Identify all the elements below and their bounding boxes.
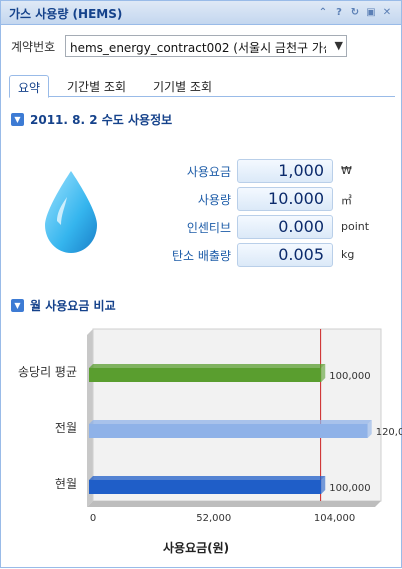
bar-end [321, 364, 326, 382]
close-icon[interactable]: ✕ [382, 7, 392, 18]
bar-end [367, 420, 372, 438]
chevron-down-icon[interactable]: ▼ [11, 113, 24, 126]
contract-label: 계약번호 [11, 40, 56, 54]
comparison-heading[interactable]: ▼ 월 사용요금 비교 [11, 297, 116, 314]
bar [89, 424, 368, 438]
bar [89, 368, 322, 382]
tab-device[interactable]: 기기별 조회 [153, 80, 213, 94]
metric-carbon: 탄소 배출량 0.005 kg [141, 243, 401, 267]
bar-top [89, 364, 326, 368]
bar-value-label: 120,000 [376, 427, 402, 438]
metric-unit: kg [341, 248, 355, 261]
summary-heading-text: 2011. 8. 2 수도 사용정보 [30, 113, 173, 127]
refresh-icon[interactable]: ↻ [350, 7, 360, 18]
bar-value-label: 100,000 [329, 371, 370, 382]
help-icon[interactable]: ? [336, 7, 342, 18]
metric-value: 0.000 [237, 215, 333, 239]
category-label: 현월 [54, 477, 77, 491]
tab-summary[interactable]: 요약 [9, 75, 50, 98]
metric-value: 0.005 [237, 243, 333, 267]
x-tick-label: 52,000 [196, 513, 231, 524]
x-axis-title: 사용요금(원) [163, 541, 230, 555]
title-bar: 가스 사용량 (HEMS) ⌃ ? ↻ ▣ ✕ [1, 1, 401, 25]
metric-value: 1,000 [237, 159, 333, 183]
contract-selected-value: hems_energy_contract002 (서울시 금천구 가산... [70, 41, 326, 55]
bar-top [89, 476, 326, 480]
metric-usage: 사용량 10.000 ㎥ [141, 187, 401, 211]
metric-value: 10.000 [237, 187, 333, 211]
metric-label: 사용량 [197, 193, 231, 207]
water-drop-icon [45, 171, 97, 253]
tab-period[interactable]: 기간별 조회 [67, 80, 127, 94]
metric-unit: point [341, 220, 370, 233]
metric-label: 인센티브 [186, 221, 231, 235]
panel-title: 가스 사용량 (HEMS) [9, 7, 123, 21]
bar-top [89, 420, 372, 424]
title-tools: ⌃ ? ↻ ▣ ✕ [317, 7, 393, 19]
restore-icon[interactable]: ▣ [366, 7, 376, 18]
x-tick-label: 104,000 [314, 513, 355, 524]
contract-select[interactable]: hems_energy_contract002 (서울시 금천구 가산... ▼ [65, 35, 347, 57]
plot-background [92, 328, 382, 502]
plot-floor [87, 501, 381, 507]
metric-charge: 사용요금 1,000 ₩ [141, 159, 401, 183]
chevron-down-icon[interactable]: ▼ [11, 299, 24, 312]
category-label: 송당리 평균 [17, 365, 77, 379]
chevron-down-icon[interactable]: ▼ [334, 39, 343, 52]
x-tick-label: 0 [90, 513, 96, 524]
bar-value-label: 100,000 [329, 483, 370, 494]
bar [89, 480, 322, 494]
contract-row: 계약번호 hems_energy_contract002 (서울시 금천구 가산… [11, 35, 395, 57]
metric-unit: ₩ [341, 164, 352, 177]
collapse-icon[interactable]: ⌃ [318, 7, 328, 18]
chart-plot: 100,000 120,000 100,000 0 52,000 104,000 [87, 328, 402, 524]
comparison-heading-text: 월 사용요금 비교 [30, 299, 116, 313]
bar-end [321, 476, 326, 494]
metric-unit: ㎥ [341, 194, 352, 207]
metric-incentive: 인센티브 0.000 point [141, 215, 401, 239]
summary-heading[interactable]: ▼ 2011. 8. 2 수도 사용정보 [11, 111, 172, 128]
comparison-chart: 송당리 평균 전월 현월 100,000 120,000 100,000 0 52,00… [1, 323, 402, 569]
category-label: 전월 [54, 421, 77, 435]
tab-strip: 요약 기간별 조회 기기별 조회 [9, 75, 395, 98]
metric-label: 탄소 배출량 [171, 249, 231, 263]
metric-label: 사용요금 [186, 165, 231, 179]
